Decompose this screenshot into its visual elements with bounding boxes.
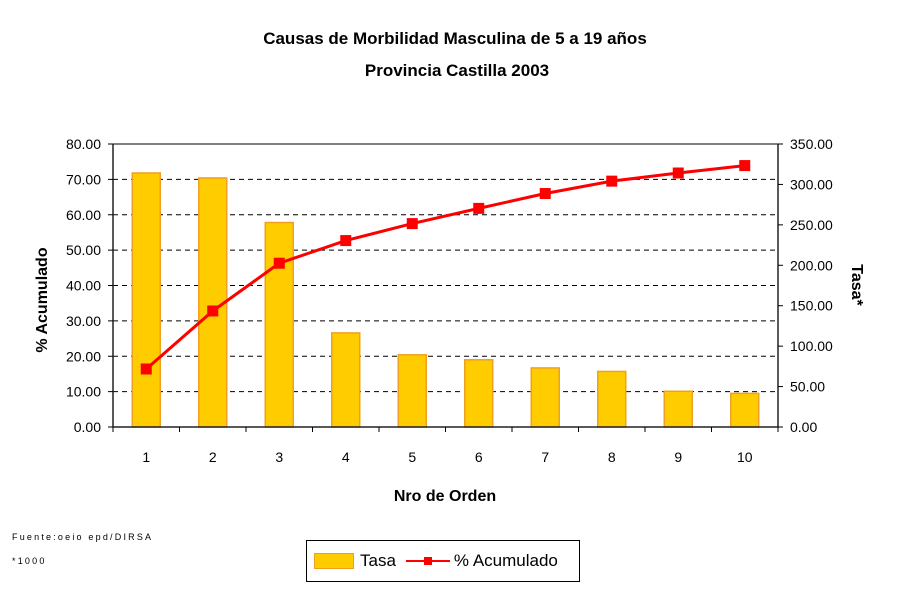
units-note: *1000 [12, 556, 47, 566]
left-tick-label: 40.00 [66, 278, 101, 294]
line-marker [739, 160, 751, 172]
legend-label-acumulado: % Acumulado [453, 551, 558, 570]
x-tick-label: 5 [408, 449, 416, 465]
line-marker [473, 202, 485, 214]
right-tick-label: 350.00 [790, 136, 833, 152]
line-marker [140, 363, 152, 375]
right-tick-label: 100.00 [790, 338, 833, 354]
right-tick-label: 150.00 [790, 298, 833, 314]
chart-title: Causas de Morbilidad Masculina de 5 a 19… [263, 29, 647, 48]
left-tick-label: 0.00 [74, 419, 101, 435]
x-tick-label: 7 [541, 449, 549, 465]
left-axis-title: % Acumulado [34, 247, 51, 352]
left-tick-label: 60.00 [66, 207, 101, 223]
legend-swatch-acumulado [405, 553, 450, 569]
x-tick-label: 3 [275, 449, 283, 465]
x-axis-title: Nro de Orden [394, 488, 496, 505]
x-tick-label: 10 [737, 449, 753, 465]
right-tick-label: 200.00 [790, 257, 833, 273]
line-marker [406, 218, 418, 230]
line-marker [539, 188, 551, 200]
legend-label-tasa: Tasa [360, 551, 396, 570]
line-marker [672, 167, 684, 179]
right-tick-label: 50.00 [790, 379, 825, 395]
left-tick-label: 30.00 [66, 313, 101, 329]
x-tick-label: 4 [342, 449, 350, 465]
bar [597, 370, 627, 428]
x-tick-label: 1 [142, 449, 150, 465]
line-path [145, 164, 745, 371]
left-tick-label: 10.00 [66, 384, 101, 400]
left-tick-label: 80.00 [66, 136, 101, 152]
x-axis-ticks: 1 2 3 4 5 6 7 8 9 10 [112, 427, 779, 465]
bar [464, 359, 494, 428]
bar [663, 390, 693, 428]
x-tick-label: 6 [475, 449, 483, 465]
source-note: Fuente:oeio epd/DIRSA [12, 532, 154, 542]
bar [131, 172, 161, 428]
bar [264, 221, 294, 428]
x-tick-label: 2 [209, 449, 217, 465]
legend-swatch-tasa [314, 553, 354, 569]
bar [730, 392, 760, 428]
bar [397, 354, 427, 428]
right-axis-ticks: 0.00 50.00 100.00 150.00 200.00 250.00 300.00 3… [778, 136, 833, 435]
left-tick-label: 50.00 [66, 242, 101, 258]
line-series [140, 160, 751, 375]
right-tick-label: 300.00 [790, 176, 833, 192]
x-tick-label: 8 [608, 449, 616, 465]
right-axis-title: Tasa* [848, 264, 865, 306]
line-marker [207, 305, 219, 317]
right-tick-label: 0.00 [790, 419, 817, 435]
line-marker [340, 235, 352, 247]
bar [331, 332, 361, 428]
left-tick-label: 70.00 [66, 171, 101, 187]
chart-subtitle: Provincia Castilla 2003 [364, 61, 550, 80]
left-tick-label: 20.00 [66, 348, 101, 364]
x-tick-label: 9 [674, 449, 682, 465]
line-marker [606, 175, 618, 187]
bar [530, 367, 560, 428]
legend: Tasa % Acumulado [306, 540, 580, 582]
right-tick-label: 250.00 [790, 217, 833, 233]
line-marker [273, 257, 285, 269]
left-axis-ticks: 0.00 10.00 20.00 30.00 40.00 50.00 60.00 70.00 8… [66, 136, 113, 435]
